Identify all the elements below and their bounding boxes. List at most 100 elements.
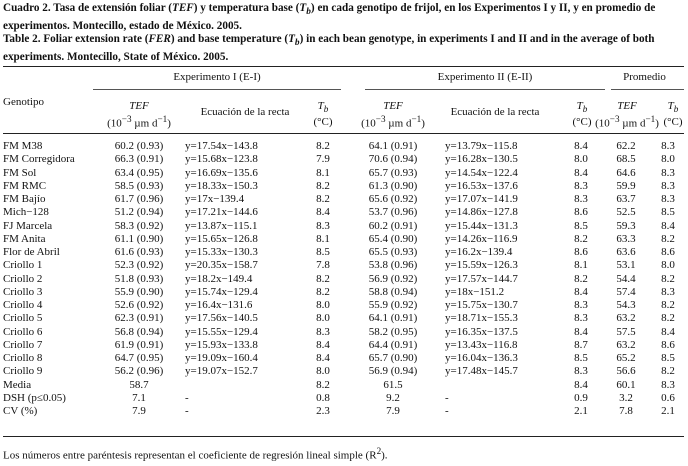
cell-tef-average: 63.3 xyxy=(616,232,636,245)
cell-equation-exp1: y=15.55x−129.4 xyxy=(185,325,258,338)
header-tef-exp2: TEF (10−3 µm d−1) xyxy=(361,100,425,130)
cell-tef-average: 63.2 xyxy=(616,338,636,351)
cell-tb-exp2: 8.4 xyxy=(574,325,588,338)
cell-tb-exp1: 8.2 xyxy=(316,378,330,391)
cell-equation-exp2: y=13.43x−116.8 xyxy=(445,338,518,351)
cell-tb-exp2: 0.9 xyxy=(574,391,588,404)
bottom-rule xyxy=(3,436,684,437)
cell-tef-exp2: 56.9 (0.94) xyxy=(368,365,418,378)
table-row: FM Sol 63.4 (0.95) y=16.69x−135.6 8.1 65.7 (… xyxy=(3,167,684,180)
cell-tb-exp1: 8.1 xyxy=(316,232,330,245)
cell-tef-exp1: 51.8 (0.93) xyxy=(114,272,164,285)
table-row: Criollo 6 56.8 (0.94) y=15.55x−129.4 8.3 58.… xyxy=(3,326,684,339)
cell-tb-average: 8.0 xyxy=(661,153,675,166)
summary-row: Media 58.7 8.2 61.5 8.4 60.1 8.3 xyxy=(3,379,684,392)
summary-row: CV (%) 7.9 - 2.3 7.9 - 2.1 7.8 2.1 xyxy=(3,405,684,418)
cell-tb-average: 8.5 xyxy=(661,206,675,219)
cell-tb-exp1: 8.0 xyxy=(316,312,330,325)
cell-tef-average: 63.7 xyxy=(616,193,636,205)
header-equation-exp1: Ecuación de la recta xyxy=(200,106,290,118)
caption-spanish: Cuadro 2. Tasa de extensión foliar (TEF)… xyxy=(3,2,656,32)
cell-tb-exp1: 8.5 xyxy=(316,246,330,258)
cell-tef-exp2: 61.5 xyxy=(383,378,403,391)
cell-tef-exp1: 51.2 (0.94) xyxy=(114,206,164,219)
cell-tb-exp2: 8.6 xyxy=(574,246,588,258)
cell-tb-exp1: 8.0 xyxy=(316,365,330,378)
cell-genotype: FM M38 xyxy=(3,140,43,152)
cell-equation-exp1: y=15.33x−130.3 xyxy=(185,246,258,258)
cell-equation-exp1: - xyxy=(185,391,189,404)
header-bottom-rule xyxy=(3,133,684,134)
cell-equation-exp1 xyxy=(185,379,305,392)
cell-tef-exp1: 61.1 (0.90) xyxy=(114,232,164,245)
cell-equation-exp2: y=15.44x−131.3 xyxy=(445,219,518,232)
cell-equation-exp2: y=14.86x−127.8 xyxy=(445,206,518,219)
cell-equation-exp2: y=17.48x−145.7 xyxy=(445,365,518,378)
cell-tef-exp1: 56.8 (0.94) xyxy=(114,325,164,338)
cell-genotype: Criollo 3 xyxy=(3,285,43,298)
cell-genotype: FM Bajío xyxy=(3,193,46,205)
cell-tb-exp2: 8.6 xyxy=(574,206,588,219)
table-row: FM M38 60.2 (0.93) y=17.54x−143.8 8.2 64.1 (… xyxy=(3,140,684,153)
cell-tef-exp2: 65.6 (0.92) xyxy=(368,193,418,205)
cell-tef-average: 53.1 xyxy=(616,259,636,272)
cell-equation-exp1: y=18.33x−150.3 xyxy=(185,179,258,192)
cell-tef-exp2: 65.7 (0.90) xyxy=(368,352,418,364)
cell-equation-exp1: y=16.4x−131.6 xyxy=(185,299,253,311)
table-row: Flor de Abril 61.6 (0.93) y=15.33x−130.3 8.… xyxy=(3,246,684,259)
cell-tb-average: 8.3 xyxy=(661,378,675,391)
cell-tef-average: 54.4 xyxy=(616,272,636,285)
cell-genotype: Criollo 5 xyxy=(3,312,43,325)
cell-tef-exp1: 61.6 (0.93) xyxy=(114,246,164,258)
cell-equation-exp1: y=20.35x−158.7 xyxy=(185,259,258,272)
cell-tef-exp1: 52.3 (0.92) xyxy=(114,259,164,272)
cell-tef-average: 54.3 xyxy=(616,299,636,311)
cell-genotype: Criollo 8 xyxy=(3,352,43,364)
cell-equation-exp1: y=15.93x−133.8 xyxy=(185,338,258,351)
cell-tef-average: 63.6 xyxy=(616,246,636,258)
cell-tb-exp2: 8.3 xyxy=(574,193,588,205)
table-row: Criollo 5 62.3 (0.91) y=17.56x−140.5 8.0 64.… xyxy=(3,312,684,325)
cell-tb-exp1: 8.2 xyxy=(316,179,330,192)
cell-equation-exp1: - xyxy=(185,405,189,417)
cell-genotype: FM RMC xyxy=(3,179,47,192)
cell-tef-average: 7.8 xyxy=(619,405,633,417)
cell-tb-exp2: 8.1 xyxy=(574,259,588,272)
top-rule xyxy=(3,66,684,67)
table-row: Criollo 7 61.9 (0.91) y=15.93x−133.8 8.4 64.… xyxy=(3,339,684,352)
cell-tb-exp1: 8.0 xyxy=(316,299,330,311)
cell-tef-exp2: 64.4 (0.91) xyxy=(368,338,418,351)
cell-tb-exp2: 8.3 xyxy=(574,312,588,325)
cell-tb-exp2: 8.2 xyxy=(574,272,588,285)
cell-tb-exp1: 2.3 xyxy=(316,405,330,417)
data-table-body: FM M38 60.2 (0.93) y=17.54x−143.8 8.2 64.1 (… xyxy=(3,140,684,418)
cell-genotype: FJ Marcela xyxy=(3,219,53,232)
cell-equation-exp1: y=15.68x−123.8 xyxy=(185,153,258,166)
cell-tef-exp2: 55.9 (0.92) xyxy=(368,299,418,311)
cell-equation-exp2 xyxy=(445,379,562,392)
cell-tef-average: 52.5 xyxy=(616,206,636,219)
cell-tb-average: 8.0 xyxy=(661,259,675,272)
cell-equation-exp1: y=17.56x−140.5 xyxy=(185,312,258,325)
cell-equation-exp2: y=16.53x−137.6 xyxy=(445,179,518,192)
cell-genotype: CV (%) xyxy=(3,405,38,417)
cell-equation-exp2: y=14.26x−116.9 xyxy=(445,232,518,245)
cell-tef-average: 64.6 xyxy=(616,166,636,179)
cell-tef-exp1: 62.3 (0.91) xyxy=(114,312,164,325)
cell-equation-exp1: y=17.54x−143.8 xyxy=(185,140,258,152)
cell-tef-exp1: 66.3 (0.91) xyxy=(114,153,164,166)
cell-tb-average: 8.2 xyxy=(661,232,675,245)
cell-tef-exp2: 9.2 xyxy=(386,391,400,404)
cell-tef-exp2: 58.2 (0.95) xyxy=(368,325,418,338)
cell-genotype: Mich−128 xyxy=(3,206,49,219)
cell-tb-average: 8.3 xyxy=(661,166,675,179)
cell-equation-exp2: y=16.35x−137.5 xyxy=(445,325,518,338)
cell-equation-exp2: y=14.54x−122.4 xyxy=(445,166,518,179)
cell-tb-exp2: 8.4 xyxy=(574,285,588,298)
cell-tef-exp1: 58.3 (0.92) xyxy=(114,219,164,232)
cell-tb-average: 8.2 xyxy=(661,365,675,378)
table-row: FM Anita 61.1 (0.90) y=15.65x−126.8 8.1 65.4… xyxy=(3,233,684,246)
cell-tef-average: 59.9 xyxy=(616,179,636,192)
cell-tb-average: 8.2 xyxy=(661,312,675,325)
table-caption: Cuadro 2. Tasa de extensión foliar (TEF)… xyxy=(3,2,685,65)
